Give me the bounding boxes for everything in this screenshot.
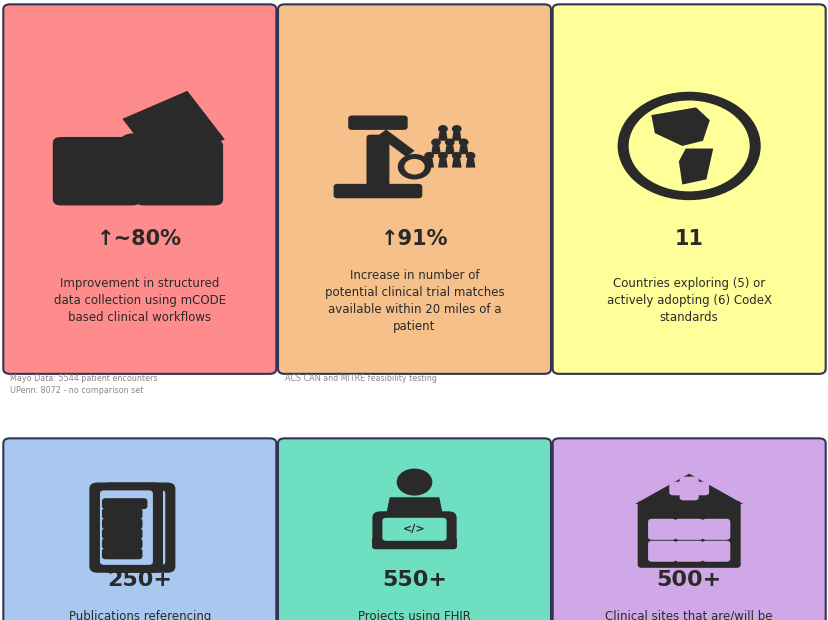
Circle shape [126,163,153,183]
FancyBboxPatch shape [277,4,551,374]
FancyBboxPatch shape [674,519,702,540]
Circle shape [466,153,474,159]
FancyBboxPatch shape [53,137,141,205]
Text: Improvement in structured
data collection using mCODE
based clinical workflows: Improvement in structured data collectio… [54,277,225,324]
Polygon shape [451,132,461,141]
Text: 11: 11 [674,229,703,249]
Circle shape [425,153,433,159]
Polygon shape [123,91,224,167]
FancyBboxPatch shape [113,490,165,565]
FancyBboxPatch shape [102,538,142,549]
FancyBboxPatch shape [348,115,407,130]
Circle shape [397,469,431,495]
FancyBboxPatch shape [3,438,276,620]
FancyBboxPatch shape [3,4,276,374]
FancyBboxPatch shape [100,490,152,565]
Circle shape [619,94,757,197]
Circle shape [438,126,446,132]
FancyBboxPatch shape [637,501,739,568]
Text: Publications referencing
mCODE and/or CodeX: Publications referencing mCODE and/or Co… [69,609,211,620]
Polygon shape [431,145,440,154]
FancyBboxPatch shape [102,498,147,509]
Polygon shape [651,107,709,146]
Polygon shape [445,145,454,154]
Text: 550+: 550+ [382,570,446,590]
FancyBboxPatch shape [277,438,551,620]
Text: ↑~80%: ↑~80% [97,229,182,249]
Polygon shape [458,145,468,154]
FancyBboxPatch shape [102,518,142,529]
Circle shape [452,153,460,159]
Circle shape [167,141,195,162]
FancyBboxPatch shape [102,528,142,539]
Circle shape [118,134,146,154]
Circle shape [398,155,430,179]
FancyBboxPatch shape [382,518,446,541]
FancyBboxPatch shape [552,438,825,620]
FancyBboxPatch shape [372,538,456,549]
FancyBboxPatch shape [89,482,163,573]
FancyBboxPatch shape [701,541,729,562]
FancyBboxPatch shape [102,548,142,559]
FancyBboxPatch shape [135,140,223,205]
Circle shape [628,101,748,191]
Polygon shape [678,149,712,185]
FancyBboxPatch shape [674,541,702,562]
Circle shape [438,153,446,159]
Polygon shape [437,132,447,141]
Text: Countries exploring (5) or
actively adopting (6) CodeX
standards: Countries exploring (5) or actively adop… [606,277,771,324]
FancyBboxPatch shape [366,135,389,190]
Circle shape [405,159,423,174]
Text: </>: </> [402,525,426,534]
Polygon shape [385,497,443,519]
Circle shape [431,139,440,145]
FancyBboxPatch shape [679,477,698,500]
Text: Mayo Data: 5544 patient encounters
UPenn: 8072 - no comparison set: Mayo Data: 5544 patient encounters UPenn… [10,374,157,394]
FancyBboxPatch shape [647,519,676,540]
Text: 250+: 250+ [107,570,172,590]
FancyBboxPatch shape [552,4,825,374]
Text: Projects using FHIR
Shorthand: Projects using FHIR Shorthand [358,609,470,620]
FancyBboxPatch shape [333,184,421,198]
Polygon shape [634,474,743,504]
Text: Increase in number of
potential clinical trial matches
available within 20 miles: Increase in number of potential clinical… [325,268,503,332]
FancyBboxPatch shape [102,508,142,519]
Circle shape [445,139,454,145]
FancyBboxPatch shape [102,482,176,573]
Text: ↑91%: ↑91% [380,229,448,249]
Polygon shape [378,130,414,157]
FancyBboxPatch shape [372,512,456,547]
FancyBboxPatch shape [668,482,708,495]
Text: Clinical sites that are/will be
using mCODE: Clinical sites that are/will be using mC… [604,609,772,620]
Polygon shape [437,159,447,167]
Polygon shape [424,159,433,167]
Text: 500+: 500+ [656,570,721,590]
Circle shape [459,139,467,145]
Polygon shape [451,159,461,167]
FancyBboxPatch shape [647,541,676,562]
Polygon shape [465,159,474,167]
Text: ACS CAN and MITRE feasibility testing: ACS CAN and MITRE feasibility testing [284,374,436,384]
Circle shape [452,126,460,132]
FancyBboxPatch shape [701,519,729,540]
